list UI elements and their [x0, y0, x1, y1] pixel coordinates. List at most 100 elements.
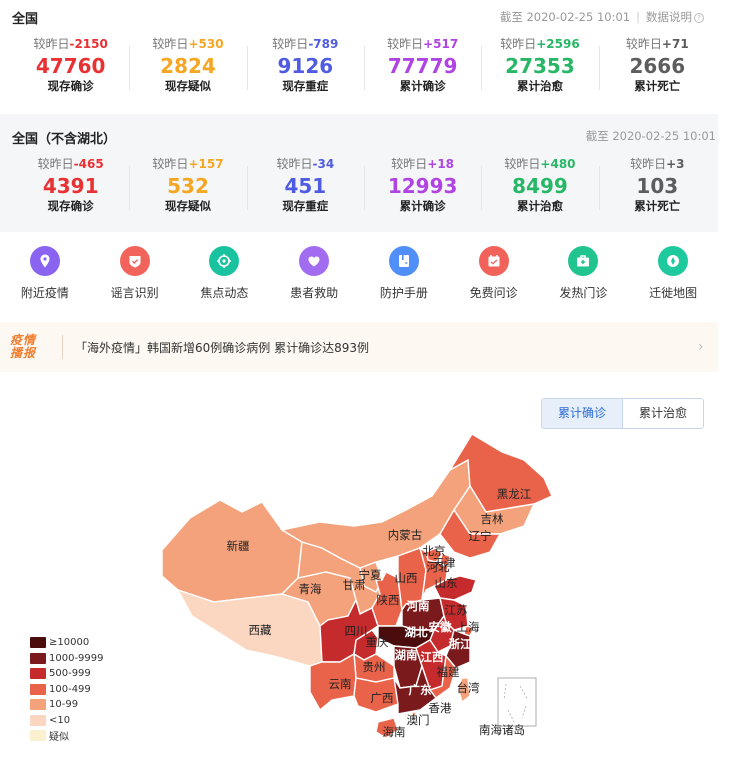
province-region[interactable] — [418, 546, 449, 601]
heart-icon[interactable] — [299, 246, 330, 276]
province-label: 吉林 — [481, 512, 504, 526]
tool-label[interactable]: 迁徙地图 — [649, 286, 698, 300]
stat-delta-value: -789 — [308, 37, 339, 51]
legend-item[interactable]: 疑似 — [30, 728, 104, 744]
province-region[interactable] — [375, 717, 399, 739]
legend-label: <10 — [49, 714, 71, 726]
province-label: 澳门 — [407, 713, 430, 727]
province-label: 云南 — [329, 677, 352, 691]
national-updated-time: 截至 2020-02-25 10:01 — [499, 10, 631, 24]
map-legend: ≥10000 1000-9999 500-999 100-499 10-99 <10 疑似 — [30, 635, 104, 744]
stat-label: 累计治愈 — [516, 199, 563, 213]
legend-swatch — [30, 668, 46, 680]
stat-card: 较昨日+157 532 现存疑似 — [129, 156, 246, 218]
stat-value: 103 — [636, 174, 679, 198]
stat-delta-value: +2596 — [536, 37, 580, 51]
province-region[interactable] — [411, 711, 417, 717]
news-badge-line2: 播报 — [10, 346, 37, 360]
province-label: 山东 — [435, 576, 458, 590]
stat-delta: 较昨日+530 — [129, 36, 246, 53]
province-region[interactable] — [457, 677, 471, 704]
tool-book[interactable]: 防护手册 — [359, 240, 449, 310]
tool-compass[interactable]: 迁徙地图 — [628, 240, 718, 310]
tool-calendar[interactable]: 免费问诊 — [449, 240, 539, 310]
province-region[interactable] — [377, 625, 436, 649]
province-label: 北京 — [423, 544, 446, 558]
province-region[interactable] — [403, 713, 408, 718]
shield-check-icon[interactable] — [119, 246, 150, 276]
province-label: 贵州 — [363, 660, 386, 674]
legend-item[interactable]: <10 — [30, 713, 104, 729]
stat-value: 2666 — [629, 54, 686, 78]
stat-delta-label: 较昨日 — [630, 157, 667, 171]
stat-value: 2824 — [160, 54, 216, 78]
tool-label[interactable]: 附近疫情 — [20, 286, 69, 300]
legend-item[interactable]: 500-999 — [30, 666, 104, 682]
stat-value: 9126 — [277, 54, 334, 78]
calendar-icon[interactable] — [478, 246, 509, 276]
stat-delta-label: 较昨日 — [387, 37, 424, 51]
news-ticker[interactable]: 疫情 播报 「海外疫情」韩国新增60例确诊病例 累计确诊达893例 › — [0, 322, 718, 372]
province-region[interactable] — [448, 433, 553, 513]
stat-delta-label: 较昨日 — [504, 157, 541, 171]
stat-delta-label: 较昨日 — [272, 37, 309, 51]
province-label: 陕西 — [377, 593, 400, 607]
tool-location-pin[interactable]: 附近疫情 — [0, 240, 90, 310]
tool-medical-kit[interactable]: 发热门诊 — [539, 240, 629, 310]
data-help-label[interactable]: 数据说明 — [646, 10, 692, 24]
tool-shield-check[interactable]: 谣言识别 — [90, 240, 180, 310]
crosshair-icon[interactable] — [209, 246, 240, 276]
stat-value: 27353 — [505, 54, 575, 78]
news-text[interactable]: 「海外疫情」韩国新增60例确诊病例 累计确诊达893例 — [75, 340, 369, 355]
stat-delta: 较昨日+18 — [364, 156, 481, 173]
legend-item[interactable]: 100-499 — [30, 682, 104, 698]
stat-value: 47760 — [35, 54, 106, 78]
province-label: 甘肃 — [343, 578, 366, 592]
tool-heart[interactable]: 患者救助 — [269, 240, 359, 310]
service-toolbar: 附近疫情 谣言识别 焦点动态 患者救助 防护手册 免费问诊 发热门诊 迁徙地图 — [0, 240, 718, 310]
tool-label[interactable]: 发热门诊 — [559, 286, 608, 300]
location-pin-icon[interactable] — [29, 246, 60, 276]
stat-value: 77779 — [387, 54, 458, 78]
legend-item[interactable]: 1000-9999 — [30, 651, 104, 667]
province-label: 河北 — [427, 560, 450, 574]
tab-cumulative-confirmed[interactable]: 累计确诊 — [542, 399, 623, 428]
province-label: 西藏 — [249, 623, 272, 637]
tab-cumulative-cured[interactable]: 累计治愈 — [623, 399, 703, 428]
legend-label: 100-499 — [49, 683, 91, 695]
stat-delta-label: 较昨日 — [625, 37, 662, 51]
chevron-right-icon[interactable]: › — [698, 339, 704, 355]
tool-label[interactable]: 患者救助 — [290, 286, 339, 300]
book-icon[interactable] — [388, 246, 419, 276]
province-region[interactable] — [371, 571, 403, 627]
province-label: 广西 — [371, 691, 394, 705]
stat-card: 较昨日+18 12993 累计确诊 — [363, 156, 481, 218]
news-badge-line1: 疫情 — [10, 333, 37, 347]
stat-delta: 较昨日-34 — [247, 156, 364, 173]
news-divider — [62, 335, 63, 359]
legend-label: 10-99 — [49, 699, 79, 711]
tool-label[interactable]: 免费问诊 — [469, 286, 518, 300]
stat-delta-label: 较昨日 — [500, 37, 537, 51]
province-region[interactable] — [393, 663, 437, 715]
compass-icon[interactable] — [658, 246, 689, 276]
province-label: 辽宁 — [469, 529, 492, 543]
map-tabs: 累计确诊 累计治愈 — [541, 398, 704, 429]
excl-hubei-updated: 截至 2020-02-25 10:01 — [585, 129, 716, 143]
help-icon[interactable]: ? — [694, 13, 704, 23]
tool-crosshair[interactable]: 焦点动态 — [180, 240, 270, 310]
province-label: 四川 — [345, 624, 368, 638]
stat-delta-value: -465 — [73, 157, 104, 171]
tool-label[interactable]: 焦点动态 — [200, 286, 249, 300]
tool-label[interactable]: 谣言识别 — [110, 286, 159, 300]
tool-label[interactable]: 防护手册 — [379, 286, 428, 300]
stat-delta-label: 较昨日 — [37, 157, 74, 171]
legend-label: 疑似 — [49, 732, 69, 744]
medical-kit-icon[interactable] — [568, 246, 599, 276]
province-region[interactable] — [439, 508, 502, 559]
stat-delta-value: +18 — [427, 157, 455, 171]
legend-item[interactable]: ≥10000 — [30, 635, 104, 651]
data-help-link[interactable]: 数据说明? — [646, 10, 704, 24]
legend-item[interactable]: 10-99 — [30, 697, 104, 713]
